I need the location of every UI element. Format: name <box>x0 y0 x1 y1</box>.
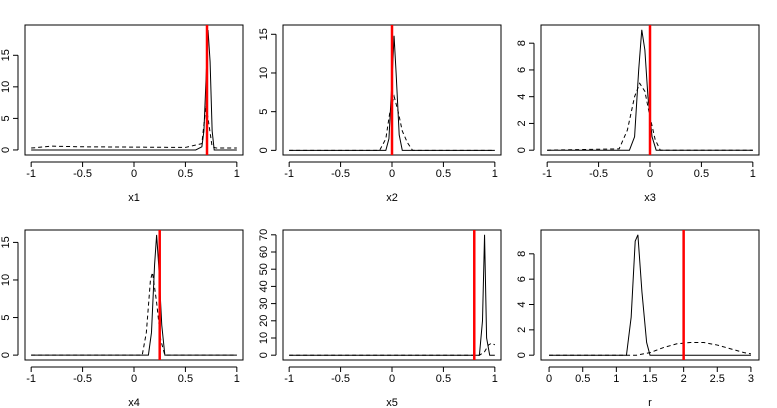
y-tick-label: 0 <box>0 147 12 153</box>
y-tick-label: 15 <box>0 236 12 248</box>
density-line <box>289 342 496 356</box>
x-tick-label: 1 <box>613 373 619 385</box>
y-tick-label: 2 <box>516 327 528 333</box>
x-axis-label: x4 <box>128 397 140 408</box>
y-tick-label: 10 <box>258 332 270 344</box>
density-line <box>289 94 495 151</box>
density-line <box>547 82 753 151</box>
x-tick-label: 0 <box>546 373 552 385</box>
density-line <box>31 272 237 356</box>
plot-frame <box>282 229 502 361</box>
density-line <box>31 105 237 149</box>
density-line <box>289 35 495 151</box>
y-tick-label: 30 <box>258 297 270 309</box>
x-axis-label: x2 <box>386 192 398 204</box>
y-tick-label: 15 <box>0 49 12 61</box>
y-tick-label: 50 <box>258 263 270 275</box>
x-tick-label: 1.5 <box>642 373 657 385</box>
y-tick-label: 40 <box>258 280 270 292</box>
y-tick-label: 0 <box>258 147 270 153</box>
y-tick-label: 5 <box>0 314 12 320</box>
density-line <box>31 234 237 356</box>
density-line <box>549 342 752 356</box>
x-tick-label: 0.5 <box>178 373 193 385</box>
x-tick-label: 1 <box>234 373 240 385</box>
x-tick-label: 0 <box>131 373 137 385</box>
x-tick-label: 0 <box>389 168 395 180</box>
x-tick-label: 0 <box>647 168 653 180</box>
y-tick-label: 4 <box>516 94 528 100</box>
y-tick-label: 6 <box>516 67 528 73</box>
x-tick-label: 1 <box>750 168 756 180</box>
x-axis-label: x5 <box>386 397 398 408</box>
density-line <box>547 29 753 151</box>
x-tick-label: -0.5 <box>73 168 92 180</box>
y-tick-label: 8 <box>516 40 528 46</box>
x-tick-label: 0.5 <box>694 168 709 180</box>
y-tick-label: 2 <box>516 120 528 126</box>
plot-frame <box>540 229 760 361</box>
x-tick-label: 1 <box>492 168 498 180</box>
y-tick-label: 8 <box>516 251 528 257</box>
x-tick-label: -1 <box>284 168 294 180</box>
x-tick-label: 0.5 <box>178 168 193 180</box>
x-tick-label: 0 <box>131 168 137 180</box>
y-tick-label: 6 <box>516 276 528 282</box>
x-tick-label: 2 <box>681 373 687 385</box>
plot-frame <box>24 229 244 361</box>
x-tick-label: -1 <box>284 373 294 385</box>
x-axis-label: r <box>648 397 652 408</box>
y-tick-label: 0 <box>258 352 270 358</box>
x-tick-label: 3 <box>748 373 754 385</box>
x-tick-label: 1 <box>492 373 498 385</box>
x-tick-label: -0.5 <box>589 168 608 180</box>
y-tick-label: 10 <box>0 274 12 286</box>
y-tick-label: 15 <box>258 28 270 40</box>
density-line <box>289 234 495 356</box>
x-axis-label: x1 <box>128 192 140 204</box>
y-tick-label: 60 <box>258 246 270 258</box>
x-axis-label: x3 <box>644 192 656 204</box>
x-tick-label: 0.5 <box>575 373 590 385</box>
x-tick-label: -0.5 <box>331 168 350 180</box>
y-tick-label: 4 <box>516 301 528 307</box>
x-tick-label: -1 <box>542 168 552 180</box>
x-tick-label: 2.5 <box>710 373 725 385</box>
x-tick-label: -1 <box>26 168 36 180</box>
x-tick-label: 0.5 <box>436 168 451 180</box>
plot-frame <box>24 24 244 156</box>
y-tick-label: 0 <box>0 352 12 358</box>
x-tick-label: 0 <box>389 373 395 385</box>
x-tick-label: -0.5 <box>331 373 350 385</box>
x-tick-label: -0.5 <box>73 373 92 385</box>
y-tick-label: 5 <box>0 115 12 121</box>
y-tick-label: 5 <box>258 109 270 115</box>
y-tick-label: 20 <box>258 315 270 327</box>
x-tick-label: -1 <box>26 373 36 385</box>
y-tick-label: 0 <box>516 147 528 153</box>
y-tick-label: 10 <box>0 81 12 93</box>
y-tick-label: 10 <box>258 67 270 79</box>
x-tick-label: 0.5 <box>436 373 451 385</box>
x-tick-label: 1 <box>234 168 240 180</box>
y-tick-label: 0 <box>516 352 528 358</box>
density-line <box>549 234 751 356</box>
y-tick-label: 70 <box>258 229 270 241</box>
